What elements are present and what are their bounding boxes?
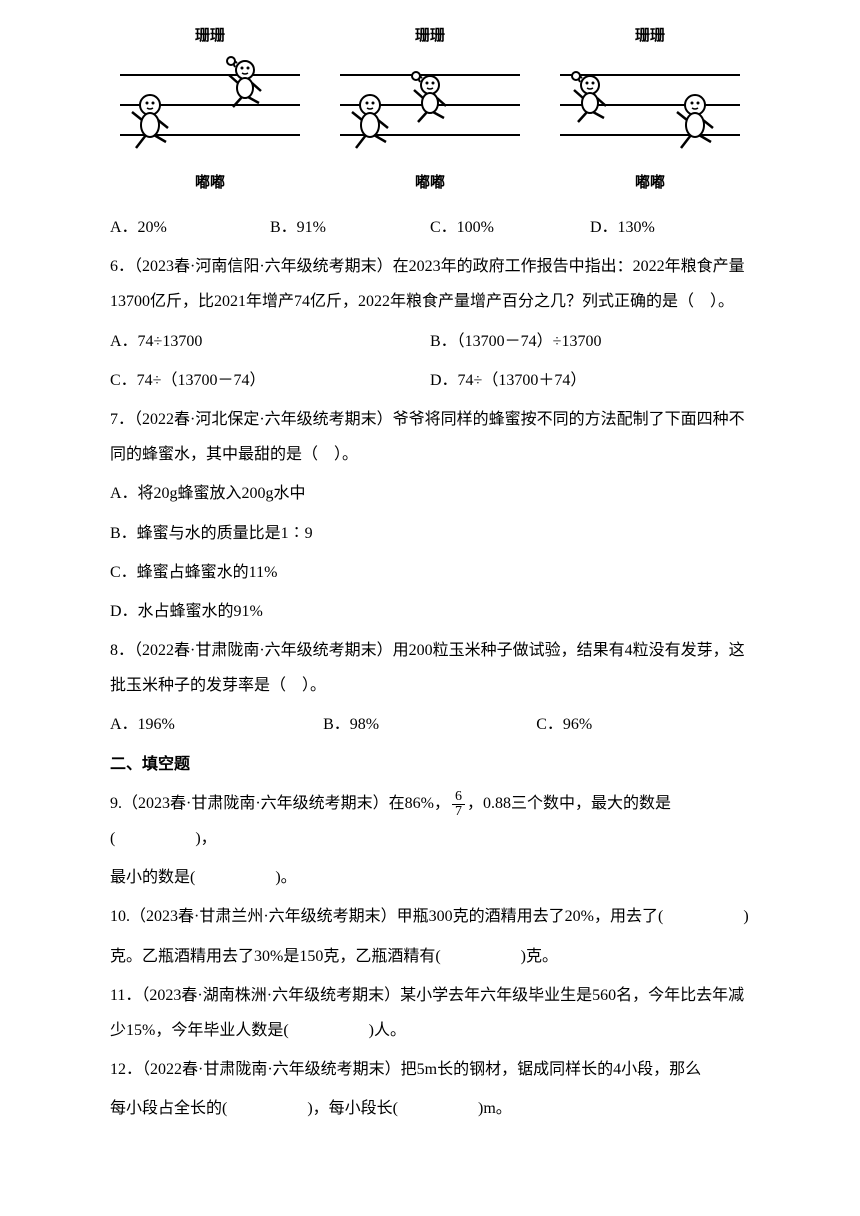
figure-3: 珊珊 [560, 20, 740, 200]
q8-stem: 8．（2022春·甘肃陇南·六年级统考期末）用200粒玉米种子做试验，结果有4粒… [110, 633, 750, 703]
option-b: B．98% [323, 707, 536, 742]
runner-illustration [340, 55, 520, 165]
q6-options-2: C．74÷（13700－74） D．74÷（13700＋74） [110, 363, 750, 398]
q6-stem: 6．（2023春·河南信阳·六年级统考期末）在2023年的政府工作报告中指出：2… [110, 249, 750, 319]
q6-options-1: A．74÷13700 B．（13700－74）÷13700 [110, 324, 750, 359]
runner-illustration [120, 55, 300, 165]
q9-line2: 最小的数是( )。 [110, 860, 750, 895]
option-a: A．20% [110, 210, 270, 245]
option-b: B．91% [270, 210, 430, 245]
q12-line1: 12．（2022春·甘肃陇南·六年级统考期末）把5m长的钢材，锯成同样长的4小段… [110, 1052, 750, 1087]
option-a: A．196% [110, 707, 323, 742]
figure-top-label: 珊珊 [415, 20, 445, 53]
q10-line1: 10.（2023春·甘肃兰州·六年级统考期末）甲瓶300克的酒精用去了20%，用… [110, 899, 750, 934]
figure-bottom-label: 嘟嘟 [195, 167, 225, 200]
fraction-6-7: 67 [452, 790, 465, 819]
option-a: A．74÷13700 [110, 324, 430, 359]
q5-options: A．20% B．91% C．100% D．130% [110, 210, 750, 245]
section-2-heading: 二、填空题 [110, 747, 750, 782]
q10-line2: 克。乙瓶酒精用去了30%是150克，乙瓶酒精有( )克。 [110, 939, 750, 974]
q8-options: A．196% B．98% C．96% [110, 707, 750, 742]
q9-pre: 9.（2023春·甘肃陇南·六年级统考期末）在86%， [110, 795, 450, 812]
figure-bottom-label: 嘟嘟 [635, 167, 665, 200]
figure-top-label: 珊珊 [635, 20, 665, 53]
option-b: B．蜂蜜与水的质量比是1∶9 [110, 516, 750, 551]
option-b: B．（13700－74）÷13700 [430, 324, 750, 359]
option-d: D．130% [590, 210, 750, 245]
option-c: C．蜂蜜占蜂蜜水的11% [110, 555, 750, 590]
figure-2: 珊珊 [340, 20, 520, 200]
option-c: C．74÷（13700－74） [110, 363, 430, 398]
figure-bottom-label: 嘟嘟 [415, 167, 445, 200]
option-d: D．74÷（13700＋74） [430, 363, 750, 398]
runner-illustration [560, 55, 740, 165]
option-c: C．100% [430, 210, 590, 245]
q7-stem: 7．（2022春·河北保定·六年级统考期末）爷爷将同样的蜂蜜按不同的方法配制了下… [110, 402, 750, 472]
figure-top-label: 珊珊 [195, 20, 225, 53]
q12-line2: 每小段占全长的( )，每小段长( )m。 [110, 1091, 750, 1126]
option-c: C．96% [536, 707, 749, 742]
figure-row: 珊珊 [110, 20, 750, 200]
option-a: A．将20g蜂蜜放入200g水中 [110, 476, 750, 511]
figure-1: 珊珊 [120, 20, 300, 200]
q9-line1: 9.（2023春·甘肃陇南·六年级统考期末）在86%，67，0.88三个数中，最… [110, 786, 750, 856]
q11: 11．（2023春·湖南株洲·六年级统考期末）某小学去年六年级毕业生是560名，… [110, 978, 750, 1048]
option-d: D．水占蜂蜜水的91% [110, 594, 750, 629]
